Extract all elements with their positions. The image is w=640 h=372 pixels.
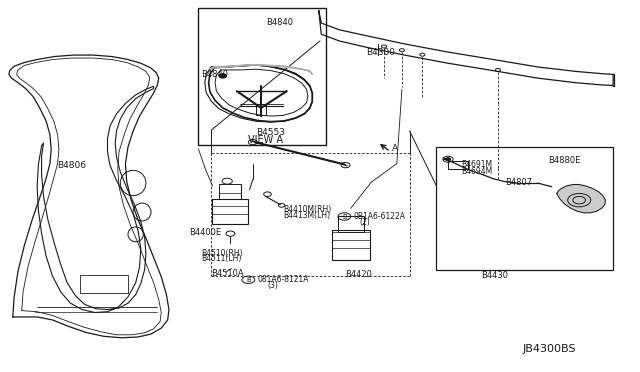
Circle shape — [494, 181, 502, 185]
Text: B4553: B4553 — [256, 128, 285, 137]
Bar — [212, 199, 248, 224]
Text: B4410M(RH): B4410M(RH) — [283, 205, 331, 214]
Bar — [448, 161, 468, 169]
Bar — [338, 216, 364, 232]
Text: A: A — [392, 144, 398, 153]
Ellipse shape — [133, 203, 151, 221]
Bar — [219, 184, 241, 199]
Text: VIEW A: VIEW A — [248, 135, 284, 144]
Text: B4420: B4420 — [346, 270, 372, 279]
Text: B4807: B4807 — [506, 178, 532, 187]
Bar — [256, 104, 266, 115]
Text: B4880E: B4880E — [548, 156, 580, 165]
Text: 0B1A6-6122A: 0B1A6-6122A — [353, 212, 405, 221]
Text: B4511(LH): B4511(LH) — [202, 254, 242, 263]
Circle shape — [219, 74, 227, 78]
Bar — [332, 230, 370, 260]
Text: B4694M: B4694M — [461, 167, 492, 176]
Bar — [436, 147, 613, 270]
Text: (2): (2) — [360, 218, 371, 227]
Text: B4840: B4840 — [202, 70, 228, 79]
Text: B4806: B4806 — [58, 161, 86, 170]
Text: B4840: B4840 — [266, 18, 293, 27]
Bar — [198, 8, 326, 145]
Text: B: B — [342, 214, 347, 219]
Polygon shape — [557, 185, 605, 213]
Text: (3): (3) — [268, 281, 278, 290]
Text: B4400E: B4400E — [189, 228, 221, 237]
Circle shape — [445, 158, 451, 161]
Text: JB4300BS: JB4300BS — [522, 344, 576, 354]
Ellipse shape — [128, 227, 143, 242]
Text: B4510(RH): B4510(RH) — [202, 249, 243, 258]
Text: B4300: B4300 — [366, 48, 395, 57]
Text: B4510A: B4510A — [211, 269, 244, 278]
Text: B4413M(LH): B4413M(LH) — [283, 211, 330, 219]
Polygon shape — [210, 65, 312, 74]
Text: B: B — [246, 277, 251, 283]
Text: B4430: B4430 — [481, 271, 508, 280]
Ellipse shape — [120, 170, 146, 196]
Text: B4691M: B4691M — [461, 160, 492, 169]
Text: 081A6-8121A: 081A6-8121A — [257, 275, 308, 284]
Bar — [80, 275, 128, 293]
